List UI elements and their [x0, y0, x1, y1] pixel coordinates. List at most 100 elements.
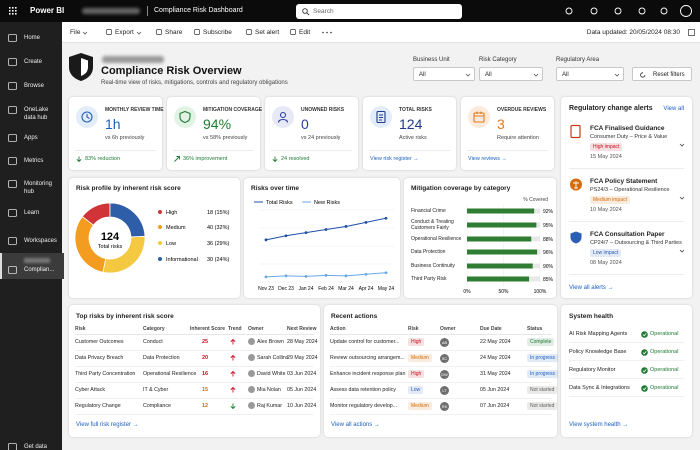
- filter-dropdown[interactable]: All: [479, 67, 543, 81]
- panel-footer[interactable]: View system health →: [569, 422, 629, 428]
- trend-arrow: [230, 354, 236, 361]
- toolbar-item[interactable]: Subscribe: [203, 29, 232, 36]
- toolbar-item[interactable]: Set alert: [255, 29, 280, 36]
- chevron: [614, 73, 620, 77]
- table-footer[interactable]: View full risk register →: [76, 422, 139, 428]
- cell-category: Conduct: [143, 339, 163, 345]
- bar-label: Data Protection: [411, 249, 446, 255]
- status-circle: [641, 384, 648, 392]
- nav-item[interactable]: Monitoring hub: [24, 181, 53, 195]
- impact-badge: Medium impact: [590, 196, 630, 204]
- nav-item[interactable]: Workspaces: [24, 238, 57, 244]
- kpi-link[interactable]: View risk register →: [370, 156, 419, 162]
- series-point: [304, 274, 308, 278]
- table-footer[interactable]: View all actions →: [331, 422, 380, 428]
- legend-label: Low: [166, 241, 176, 247]
- chevron-path: [679, 249, 685, 253]
- nav-item[interactable]: Metrics: [24, 158, 44, 164]
- kpi-change: 83% reduction: [85, 156, 121, 162]
- nav-item[interactable]: Learn: [24, 210, 40, 216]
- series-point: [344, 225, 348, 228]
- icon-shape: [660, 7, 668, 15]
- nav-item[interactable]: Apps: [24, 135, 38, 141]
- nav-icon: [8, 180, 17, 188]
- system-status: Operational: [650, 331, 679, 337]
- nav-item[interactable]: Browse: [24, 83, 45, 89]
- kpi-sub: vs 24 previously: [301, 135, 341, 141]
- search-box[interactable]: Search: [296, 4, 462, 19]
- filter-dropdown[interactable]: All: [413, 67, 475, 81]
- alert-desc: Consumer Duty – Price & Value: [590, 134, 668, 140]
- impact-badge: High impact: [590, 143, 623, 151]
- status-icon: [641, 384, 648, 392]
- icon-shape: [246, 29, 252, 35]
- check: [642, 332, 647, 336]
- cell-category: Data Protection: [143, 355, 180, 361]
- toolbar-item[interactable]: Edit: [299, 29, 311, 36]
- toolbar-item[interactable]: Share: [165, 29, 183, 36]
- cell-due: 22 May 2024: [480, 339, 511, 345]
- chevron-path: [82, 31, 88, 35]
- owner-initials: RK: [440, 401, 449, 411]
- row-rule: [75, 414, 314, 415]
- trend-arrow: [230, 386, 236, 393]
- dot: [12, 13, 14, 15]
- toolbar-item[interactable]: Export: [115, 29, 134, 36]
- filter-value: All: [562, 71, 569, 78]
- icon-shape: [8, 266, 17, 274]
- kpi-divider: [369, 150, 450, 151]
- icon-shape: [8, 106, 17, 114]
- nav-icon: [8, 209, 17, 217]
- body: [277, 118, 289, 123]
- chart-title: Risks over time: [251, 185, 300, 192]
- row-rule: [330, 398, 551, 399]
- alerts-footer[interactable]: View all alerts →: [569, 285, 614, 291]
- icon-shape: [8, 134, 17, 142]
- bar-value-label: 88%: [543, 237, 554, 243]
- column-header: Due Date: [480, 326, 502, 332]
- status-badge: Complete: [527, 338, 555, 346]
- kpi-title: TOTAL RISKS: [399, 107, 432, 113]
- toolbar-item[interactable]: File: [70, 29, 81, 36]
- kpi-divider: [173, 150, 254, 151]
- kpi-link[interactable]: View reviews →: [468, 156, 508, 162]
- alert-icon: [570, 231, 582, 244]
- arrow: [76, 156, 82, 163]
- cell-score: 15: [202, 387, 209, 393]
- cell-review: 29 May 2024: [287, 355, 318, 361]
- alerts-link[interactable]: View all: [663, 106, 684, 112]
- trend-arrow: [76, 156, 82, 163]
- system-status: Operational: [650, 385, 679, 391]
- nav-item[interactable]: Complian...: [24, 267, 55, 273]
- trend-arrow: [230, 338, 236, 345]
- reset-button[interactable]: Reset filters: [632, 67, 692, 81]
- legend-label: Medium: [166, 225, 186, 231]
- kpi-icon: [76, 106, 98, 128]
- app-launcher: [9, 7, 17, 15]
- donut-chart: High 18 (15%) Medium 40 (32%) Low 36 (29%) Inf…: [74, 202, 229, 274]
- blurred-workspace-name: [24, 258, 50, 263]
- kpi-divider: [271, 150, 352, 151]
- dot: [326, 31, 328, 34]
- nav-item[interactable]: Home: [24, 35, 41, 41]
- bar-value-label: 95%: [543, 223, 554, 229]
- icon-shape: [638, 7, 646, 15]
- series-point: [264, 275, 268, 279]
- chevron: [679, 143, 685, 147]
- cell-due: 31 May 2024: [480, 371, 511, 377]
- alert-title: FCA Consultation Paper: [590, 231, 665, 238]
- report-name: Compliance Risk Dashboard: [154, 7, 243, 14]
- row-rule: [75, 350, 314, 351]
- legend-label: New Risks: [314, 200, 340, 206]
- nav-item[interactable]: OneLake data hub: [24, 107, 49, 121]
- nav-item[interactable]: Create: [24, 59, 43, 65]
- status-circle: [641, 330, 648, 338]
- kpi-icon: [370, 106, 392, 128]
- row-rule: [569, 360, 684, 361]
- arrow: [174, 156, 180, 162]
- filter-dropdown[interactable]: All: [556, 67, 624, 81]
- nav-item[interactable]: Get data: [24, 444, 48, 450]
- owner-initials: AB: [440, 337, 449, 347]
- column-header: Risk: [408, 326, 419, 332]
- filter-label: Risk Category: [479, 57, 517, 63]
